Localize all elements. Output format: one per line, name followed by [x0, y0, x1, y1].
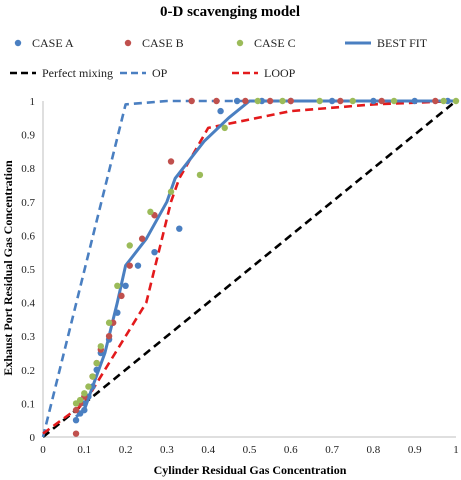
legend-label: Perfect mixing	[42, 66, 113, 80]
legend-marker	[124, 39, 132, 47]
x-tick-label: 0.6	[284, 444, 298, 456]
legend-item-perfect-mixing: Perfect mixing	[10, 66, 113, 80]
point-case-c	[452, 97, 460, 105]
x-tick-label: 0.3	[160, 444, 174, 456]
point-case-c	[254, 97, 261, 105]
chart-legend: CASE A CASE B CASE C BEST FIT Perfect mixing…	[10, 36, 428, 80]
point-case-a	[411, 97, 418, 105]
x-tick-label: 0	[40, 444, 46, 456]
point-case-a	[114, 309, 121, 316]
point-case-b	[118, 292, 125, 300]
chart-title: 0-D scavenging model	[160, 4, 300, 20]
point-case-c	[76, 396, 84, 404]
legend-item-case-a: CASE A	[14, 36, 74, 50]
point-case-a	[176, 225, 183, 232]
point-case-c	[349, 97, 356, 105]
legend-item-best-fit: BEST FIT	[345, 36, 428, 50]
x-tick-label: 0.8	[367, 444, 381, 456]
point-case-c	[89, 373, 96, 380]
y-tick-label: 0.8	[21, 163, 35, 175]
point-case-c	[81, 390, 88, 397]
y-tick-label: 0.6	[21, 230, 35, 242]
y-tick-label: 0.4	[21, 298, 35, 310]
x-axis-label: Cylinder Residual Gas Concentration	[154, 463, 347, 477]
y-tick-label: 0.7	[21, 197, 35, 209]
point-case-b	[266, 97, 274, 105]
point-case-c	[85, 383, 92, 390]
legend-label: BEST FIT	[377, 36, 428, 50]
legend-item-case-b: CASE B	[124, 36, 184, 50]
point-case-c	[93, 359, 100, 367]
legend-label: CASE B	[142, 36, 184, 50]
point-case-b	[242, 97, 249, 105]
point-case-b	[432, 97, 439, 105]
series-line-best-fit	[75, 99, 456, 418]
point-case-c	[390, 97, 398, 105]
point-case-a	[328, 97, 336, 105]
point-case-c	[440, 97, 447, 105]
series-line-op	[41, 99, 456, 438]
point-case-b	[188, 97, 195, 105]
point-case-c	[114, 282, 121, 289]
point-case-b	[378, 97, 385, 105]
point-case-a	[93, 366, 100, 373]
series-line-loop	[42, 99, 457, 435]
x-tick-label: 0.2	[119, 444, 133, 456]
legend-label: LOOP	[264, 66, 296, 80]
point-case-a	[233, 97, 241, 105]
point-case-b	[72, 430, 80, 437]
point-case-b	[126, 262, 133, 269]
legend-label: CASE A	[32, 36, 74, 50]
y-tick-label: 0.5	[21, 264, 35, 276]
point-case-b	[167, 158, 175, 165]
legend-label: CASE C	[254, 36, 296, 50]
legend-marker	[236, 39, 244, 47]
point-case-c	[167, 188, 175, 195]
plot-area: 0 0.1 0.2 0.3 0.4 0.5 0.6 0.7 0.8 0.9 1 0 0.1 0.2 0.3 0…	[21, 96, 460, 456]
point-case-b	[138, 235, 146, 242]
point-case-c	[221, 124, 228, 132]
y-tick-label: 0	[30, 432, 36, 444]
x-tick-label: 0.9	[408, 444, 422, 456]
y-tick-label: 0.3	[21, 331, 35, 343]
point-case-a	[151, 249, 158, 256]
point-case-a	[122, 282, 129, 289]
point-case-a	[81, 406, 88, 414]
point-case-b	[213, 97, 220, 105]
legend-item-case-c: CASE C	[236, 36, 296, 50]
point-case-c	[126, 242, 133, 249]
x-tick-label: 0.1	[77, 444, 91, 456]
point-case-b	[105, 333, 113, 340]
legend-label: OP	[152, 66, 168, 80]
y-tick-label: 0.2	[21, 365, 35, 377]
point-case-a	[134, 262, 142, 269]
point-case-c	[147, 208, 154, 216]
point-case-c	[196, 171, 204, 179]
x-tick-label: 1	[453, 444, 459, 456]
point-case-b	[337, 97, 344, 105]
point-case-a	[370, 97, 377, 105]
point-case-a	[72, 417, 80, 424]
point-case-c	[105, 319, 113, 326]
point-case-c	[316, 97, 323, 105]
point-case-a	[217, 107, 224, 115]
point-case-c	[97, 343, 105, 350]
point-case-b	[287, 97, 294, 105]
legend-item-loop: LOOP	[232, 66, 296, 80]
x-tick-label: 0.5	[243, 444, 257, 456]
y-tick-label: 0.9	[21, 130, 35, 142]
y-tick-label: 0.1	[21, 398, 35, 410]
x-tick-label: 0.4	[201, 444, 215, 456]
legend-item-op: OP	[120, 66, 168, 80]
legend-marker	[14, 39, 22, 47]
point-case-b	[72, 406, 80, 414]
x-tick-label: 0.7	[325, 444, 339, 456]
series-line-perfect-mixing	[42, 99, 457, 439]
point-case-c	[279, 97, 286, 105]
y-tick-label: 1	[30, 96, 36, 108]
y-axis-label: Exhaust Port Residual Gas Concentration	[1, 160, 15, 376]
